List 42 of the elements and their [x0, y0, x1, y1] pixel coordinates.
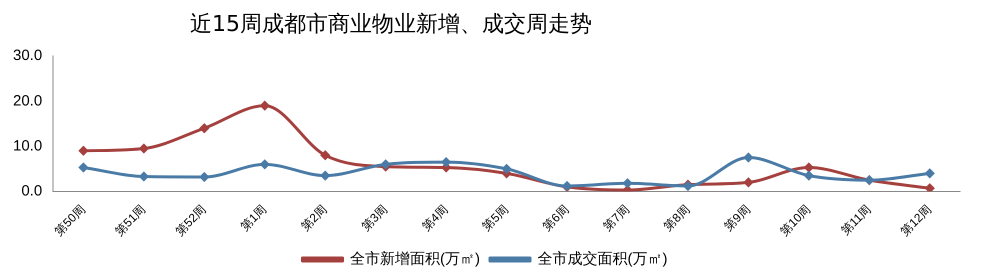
- x-tick-label: 第7周: [600, 202, 632, 234]
- x-tick-label: 第9周: [721, 202, 753, 234]
- point: [804, 171, 814, 180]
- point: [925, 184, 934, 192]
- point: [200, 124, 209, 133]
- point: [804, 162, 814, 172]
- x-tick-label: 第1周: [238, 202, 270, 234]
- point: [442, 158, 451, 167]
- point: [78, 162, 88, 172]
- point: [381, 160, 390, 169]
- x-tick-label: 第51周: [112, 202, 148, 238]
- x-tick-label: 第11周: [838, 202, 874, 238]
- point: [139, 144, 148, 154]
- legend-label: 全市成交面积(万㎡): [538, 250, 668, 268]
- point: [260, 101, 270, 110]
- legend-label: 全市新增面积(万㎡): [350, 250, 480, 268]
- point: [139, 172, 148, 182]
- point: [320, 171, 330, 180]
- y-tick-label: 20.0: [12, 92, 42, 110]
- x-tick-label: 第10周: [777, 202, 814, 238]
- point: [260, 160, 270, 169]
- point: [78, 146, 88, 156]
- y-tick-label: 10.0: [12, 137, 42, 154]
- point: [925, 168, 934, 178]
- x-tick-label: 第2周: [298, 202, 330, 234]
- x-tick-label: 第3周: [358, 202, 390, 234]
- chart-title: 近15周成都市商业物业新增、成交周走势: [189, 11, 593, 39]
- point: [502, 164, 512, 174]
- x-tick-label: 第12周: [898, 202, 934, 238]
- x-tick-label: 第50周: [52, 202, 88, 238]
- x-tick-label: 第4周: [419, 202, 451, 234]
- x-tick-label: 第8周: [660, 202, 692, 234]
- y-tick-label: 0.0: [21, 182, 42, 200]
- point: [200, 172, 209, 182]
- x-tick-label: 第6周: [540, 202, 572, 234]
- y-tick-label: 30.0: [12, 47, 42, 64]
- point: [744, 153, 753, 162]
- point: [744, 178, 753, 187]
- point: [320, 150, 330, 160]
- x-tick-label: 第5周: [479, 202, 512, 234]
- x-tick-label: 第52周: [172, 202, 209, 238]
- point: [623, 178, 632, 188]
